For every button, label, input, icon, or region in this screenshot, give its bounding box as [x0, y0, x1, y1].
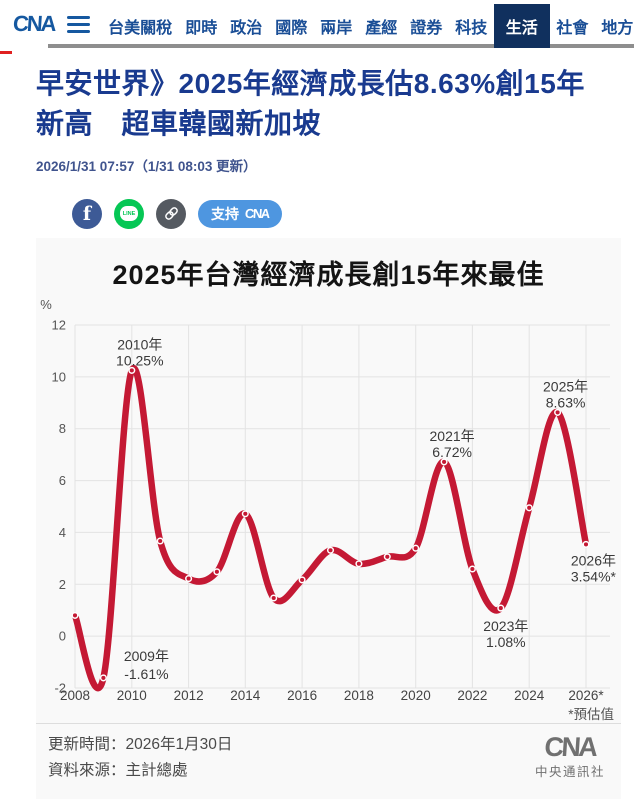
nav-item-3[interactable]: 政治: [230, 20, 263, 37]
article-title: 早安世界》2025年經濟成長估8.63%創15年新高 超車韓國新加坡: [36, 68, 585, 139]
nav-item-1[interactable]: 台美關稅: [108, 20, 173, 37]
svg-text:12: 12: [52, 318, 66, 333]
svg-text:2022: 2022: [457, 688, 487, 703]
nav-item-11[interactable]: 地方: [601, 20, 634, 37]
y-axis-labels: % -2 0 2 4 6 8 10 12: [40, 297, 66, 696]
cna-logo-small: CNA: [244, 206, 270, 221]
chart-title: 2025年台灣經濟成長創15年來最佳: [112, 260, 545, 290]
cna-logo[interactable]: CNA: [12, 11, 56, 36]
svg-text:4: 4: [59, 525, 66, 540]
svg-text:2020: 2020: [401, 688, 431, 703]
svg-text:%: %: [40, 297, 52, 312]
nav-item-8[interactable]: 科技: [455, 20, 488, 37]
svg-text:2026*: 2026*: [568, 688, 604, 703]
nav-menu: 台美關稅 即時 政治 國際 兩岸 產經 證券 科技 生活 社會 地方: [102, 0, 634, 48]
line-icon: LINE: [120, 206, 138, 221]
svg-text:2014: 2014: [230, 688, 261, 703]
svg-text:2026年: 2026年: [571, 552, 616, 568]
cna-logo-gray: CNA: [543, 732, 597, 762]
svg-text:2: 2: [59, 577, 66, 592]
nav-divider: [48, 44, 634, 48]
nav-item-10[interactable]: 社會: [556, 20, 589, 37]
svg-text:-2: -2: [54, 681, 66, 696]
update-time: 更新時間：2026年1月30日: [48, 736, 233, 753]
article: 早安世界》2025年經濟成長估8.63%創15年新高 超車韓國新加坡 2026/…: [0, 50, 634, 229]
svg-text:2009年: 2009年: [124, 648, 169, 664]
svg-text:1.08%: 1.08%: [486, 634, 526, 650]
top-navigation: CNA 台美關稅 即時 政治 國際 兩岸 產經 證券 科技 生活 社會 地方: [0, 0, 634, 54]
svg-text:2010: 2010: [117, 688, 147, 703]
x-axis-labels: 2008 2010 2012 2014 2016 2018 2020 2022 2024 2026…: [60, 688, 614, 722]
svg-text:0: 0: [59, 629, 66, 644]
cna-brand-block: CNA 中央通訊社: [534, 732, 605, 780]
svg-text:10.25%: 10.25%: [116, 352, 163, 368]
svg-text:2010年: 2010年: [117, 336, 162, 352]
facebook-share-button[interactable]: f: [72, 198, 102, 229]
data-point-markers: [71, 366, 590, 682]
infographic-card: 2025年台灣經濟成長創15年來最佳 % -2 0 2 4 6 8 10 12 2008 2010 2…: [36, 238, 621, 799]
menu-icon[interactable]: [66, 15, 90, 33]
copy-link-button[interactable]: [156, 198, 186, 229]
nav-item-2[interactable]: 即時: [185, 20, 218, 37]
facebook-icon: f: [82, 202, 92, 225]
cna-brand-name: 中央通訊社: [534, 765, 605, 779]
svg-text:2024: 2024: [514, 688, 545, 703]
chart-footer: 更新時間：2026年1月30日 資料來源：主計總處 CNA 中央通訊社: [36, 723, 621, 784]
support-cna-button[interactable]: 支持 CNA: [198, 199, 282, 228]
line-share-button[interactable]: LINE: [114, 198, 144, 229]
svg-text:6: 6: [59, 473, 66, 488]
nav-item-5[interactable]: 兩岸: [320, 20, 353, 37]
progress-bar: [0, 51, 12, 54]
svg-text:2008: 2008: [60, 688, 90, 703]
nav-item-9[interactable]: 生活: [493, 4, 550, 48]
svg-text:10: 10: [52, 369, 66, 384]
chart-svg: % -2 0 2 4 6 8 10 12 2008 2010 2012 2014 2016 2018 2020…: [40, 297, 616, 722]
svg-text:*預估值: *預估值: [568, 707, 614, 722]
svg-text:2012: 2012: [174, 688, 204, 703]
nav-item-7[interactable]: 證券: [410, 20, 443, 37]
svg-text:-1.61%: -1.61%: [124, 666, 168, 682]
economic-growth-chart: % -2 0 2 4 6 8 10 12 2008 2010 2012 2014 2016 2018 2020…: [36, 295, 621, 723]
svg-text:2025年: 2025年: [543, 378, 588, 394]
svg-text:8.63%: 8.63%: [546, 394, 586, 410]
data-source: 資料來源：主計總處: [48, 762, 188, 779]
svg-text:2021年: 2021年: [430, 428, 475, 444]
article-date: 2026/1/31 07:57（1/31 08:03 更新）: [36, 158, 257, 174]
svg-text:2016: 2016: [287, 688, 317, 703]
share-row: f LINE 支持 CNA: [36, 175, 606, 229]
svg-text:2023年: 2023年: [483, 618, 528, 634]
nav-item-6[interactable]: 產經: [365, 20, 398, 37]
svg-text:8: 8: [59, 421, 66, 436]
svg-text:6.72%: 6.72%: [432, 444, 472, 460]
link-icon: [164, 207, 178, 220]
svg-text:2018: 2018: [344, 688, 374, 703]
nav-item-4[interactable]: 國際: [275, 20, 308, 37]
support-label: 支持: [211, 205, 239, 222]
svg-text:3.54%*: 3.54%*: [571, 568, 617, 584]
